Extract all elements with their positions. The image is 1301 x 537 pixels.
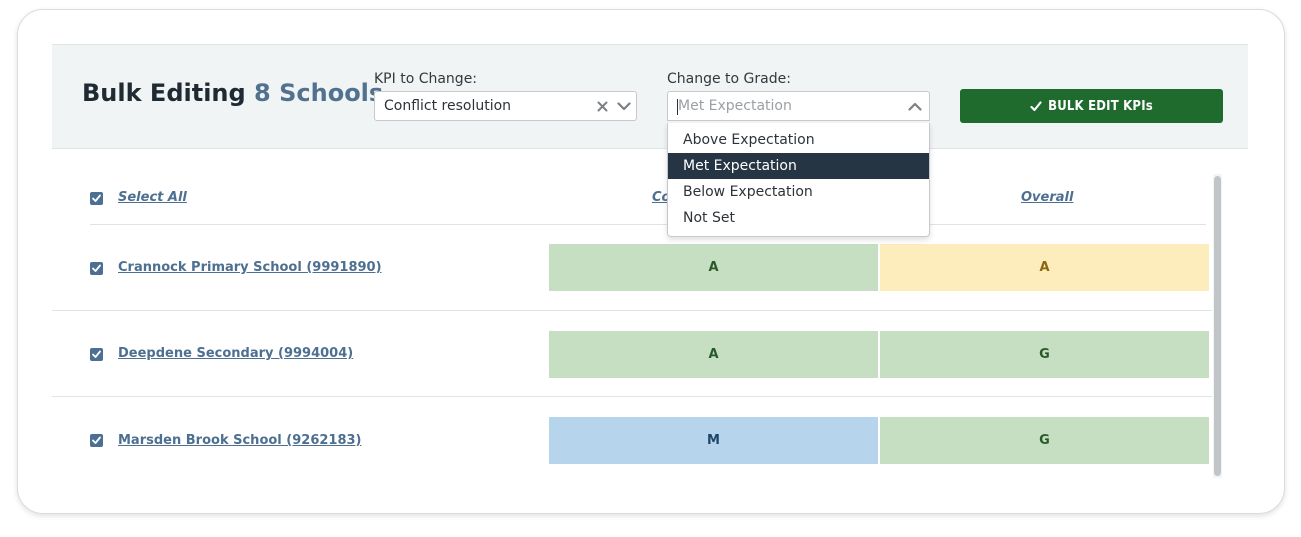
grade-option-below[interactable]: Below Expectation	[683, 184, 813, 200]
grade-select[interactable]: Met Expectation	[667, 91, 930, 121]
column-header-kpi[interactable]: Co	[652, 190, 671, 205]
row-divider	[52, 310, 1212, 311]
scrollbar-thumb[interactable]	[1214, 176, 1221, 476]
grade-dropdown-menu: Above Expectation Met Expectation Below …	[667, 123, 930, 237]
school-link[interactable]: Deepdene Secondary (9994004)	[118, 346, 354, 361]
row-checkbox[interactable]	[90, 348, 103, 361]
grade-option-above[interactable]: Above Expectation	[683, 132, 815, 148]
bulk-edit-button-label: BULK EDIT KPIs	[1048, 98, 1153, 114]
grade-option-met[interactable]: Met Expectation	[668, 153, 929, 179]
checkmark-icon	[1030, 100, 1042, 111]
select-all-checkbox[interactable]	[90, 192, 103, 205]
overall-grade-cell[interactable]: G	[880, 417, 1209, 464]
checkbox-check-icon	[92, 436, 101, 444]
kpi-select[interactable]: Conflict resolution	[374, 91, 637, 121]
title-prefix: Bulk Editing	[82, 79, 246, 107]
chevron-down-icon[interactable]	[617, 101, 631, 112]
select-all-link[interactable]: Select All	[118, 190, 187, 205]
kpi-grade-cell[interactable]: M	[549, 417, 878, 464]
row-checkbox[interactable]	[90, 434, 103, 447]
kpi-label: KPI to Change:	[374, 71, 478, 87]
bulk-edit-kpis-button[interactable]: BULK EDIT KPIs	[960, 89, 1223, 123]
chevron-up-icon[interactable]	[908, 101, 922, 112]
grade-label: Change to Grade:	[667, 71, 791, 87]
checkbox-check-icon	[92, 194, 101, 202]
table-scrollbar[interactable]	[1213, 174, 1222, 478]
row-divider	[52, 396, 1212, 397]
row-checkbox[interactable]	[90, 262, 103, 275]
page-title: Bulk Editing 8 Schools	[82, 79, 383, 107]
overall-grade-cell[interactable]: A	[880, 244, 1209, 291]
header-divider	[90, 224, 1206, 225]
grade-option-not-set[interactable]: Not Set	[683, 210, 735, 226]
kpi-grade-cell[interactable]: A	[549, 331, 878, 378]
school-link[interactable]: Crannock Primary School (9991890)	[118, 260, 382, 275]
school-count: 8 Schools	[254, 79, 384, 107]
school-link[interactable]: Marsden Brook School (9262183)	[118, 433, 362, 448]
grade-select-placeholder: Met Expectation	[678, 98, 792, 114]
overall-grade-cell[interactable]: G	[880, 331, 1209, 378]
checkbox-check-icon	[92, 264, 101, 272]
column-header-overall[interactable]: Overall	[1021, 190, 1074, 205]
checkbox-check-icon	[92, 350, 101, 358]
kpi-select-value: Conflict resolution	[384, 98, 512, 114]
text-cursor	[677, 99, 678, 115]
kpi-grade-cell[interactable]: A	[549, 244, 878, 291]
clear-icon[interactable]	[597, 101, 608, 112]
